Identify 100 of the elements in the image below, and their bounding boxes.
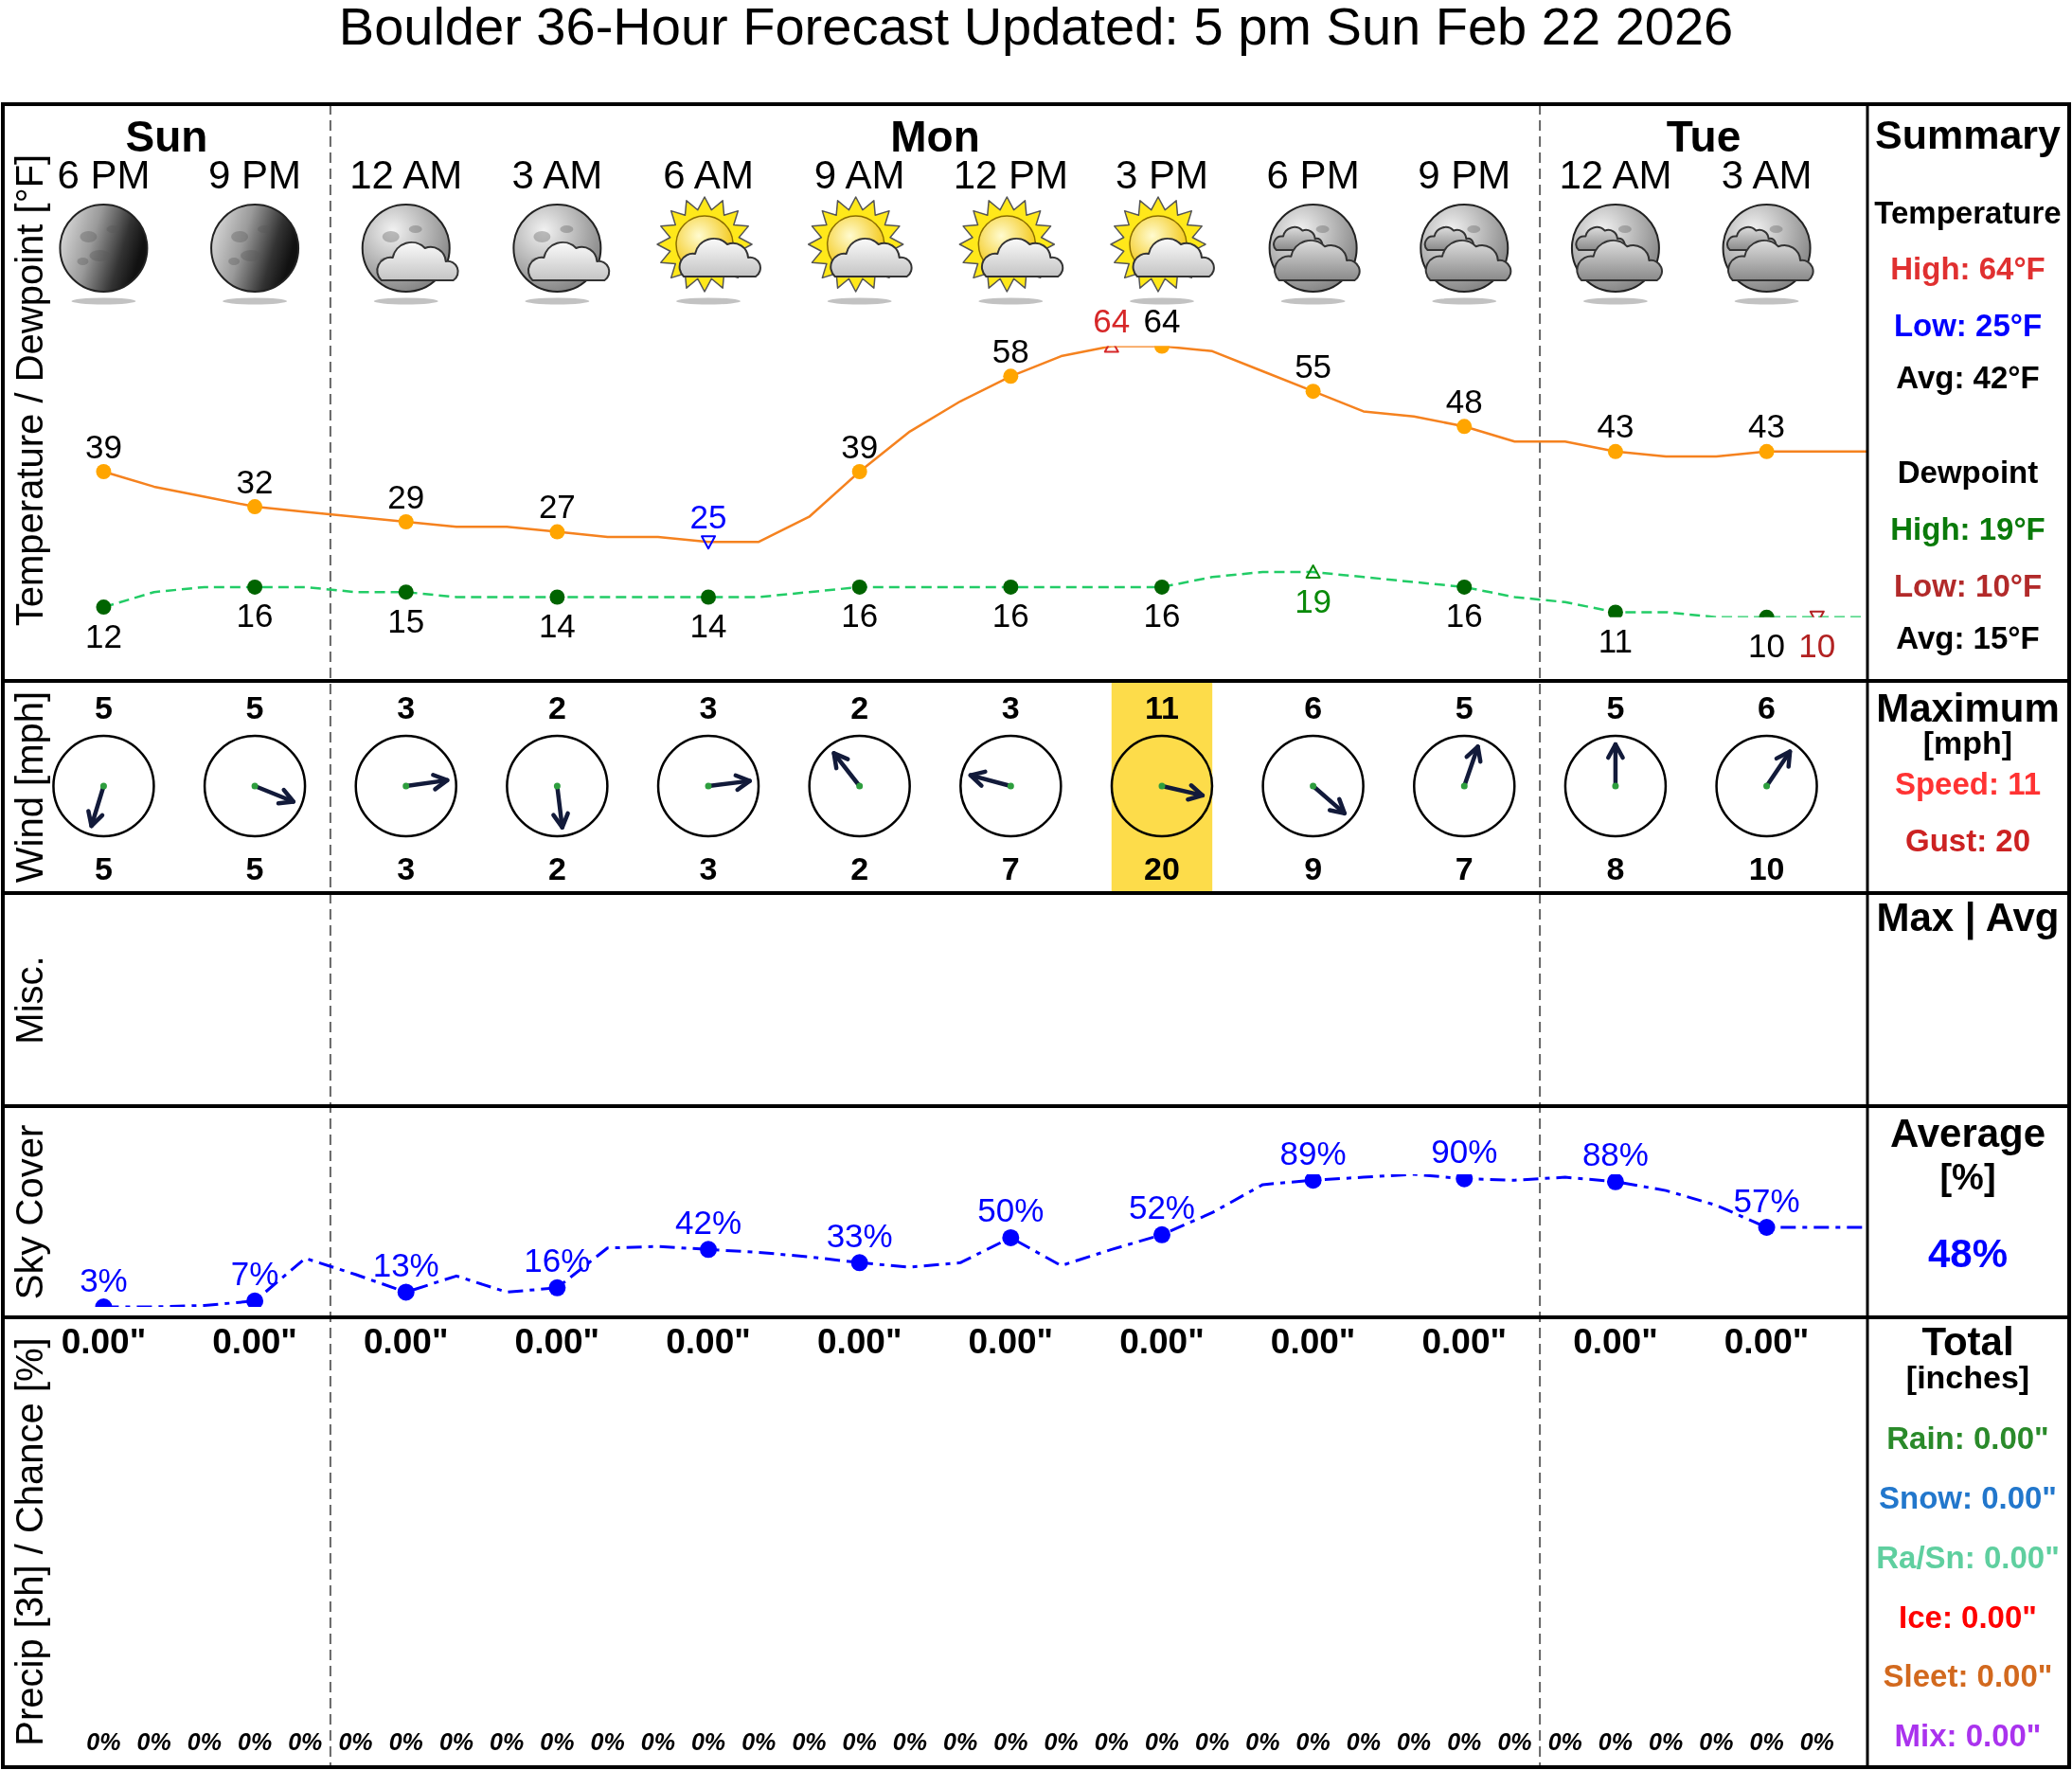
- text: Dewpoint: [1897, 454, 2039, 490]
- text: 0.00": [1421, 1321, 1508, 1361]
- data-label: 33%: [826, 1216, 893, 1254]
- data-label: 16: [991, 597, 1029, 635]
- data-label: 64: [1093, 302, 1131, 339]
- data-label: 39: [84, 427, 122, 465]
- text: Max | Avg: [1876, 894, 2060, 940]
- text: Ice: 0.00": [1899, 1599, 2037, 1635]
- text: 8: [1606, 850, 1625, 886]
- data-label: 39: [841, 427, 879, 465]
- x-tick-label: 9 PM: [1418, 152, 1511, 197]
- text: 0%: [388, 1728, 423, 1755]
- text: Wind [mph]: [9, 690, 50, 884]
- text: 0.00": [968, 1321, 1054, 1361]
- data-label: 10: [1798, 627, 1836, 665]
- text: 0%: [1094, 1728, 1129, 1755]
- text: 0%: [540, 1728, 575, 1755]
- text: 0%: [640, 1728, 675, 1755]
- data-label: 19: [1295, 581, 1332, 619]
- x-tick-label: 3 PM: [1115, 152, 1208, 197]
- text: 2: [547, 689, 566, 725]
- text: Temperature: [1874, 194, 2062, 230]
- text: Avg: 42°F: [1896, 359, 2040, 395]
- text: High: 64°F: [1890, 250, 2045, 286]
- text: 0%: [1447, 1728, 1482, 1755]
- data-label: 55: [1295, 347, 1332, 384]
- data-label: 58: [991, 331, 1029, 369]
- text: 0%: [792, 1728, 827, 1755]
- data-label: 14: [689, 607, 727, 644]
- text: 0%: [1346, 1728, 1381, 1755]
- text: Mix: 0.00": [1894, 1717, 2042, 1753]
- chart-title: Boulder 36-Hour Forecast Updated: 5 pm Sun Feb 22 2026: [338, 0, 1734, 56]
- text: 11: [1145, 689, 1179, 725]
- text: 2: [850, 850, 869, 886]
- text: 3: [699, 850, 718, 886]
- text: 0%: [187, 1728, 222, 1755]
- x-tick-label: 6 PM: [1266, 152, 1360, 197]
- text: 0.00": [212, 1321, 297, 1361]
- text: 9: [1304, 850, 1323, 886]
- text: 5: [245, 689, 264, 725]
- text: Average: [1889, 1110, 2046, 1155]
- text: Avg: 15°F: [1896, 619, 2040, 655]
- data-label: 25: [689, 497, 727, 535]
- text: 0%: [1144, 1728, 1180, 1755]
- text: Rain: 0.00": [1886, 1420, 2049, 1456]
- data-label: 57%: [1733, 1181, 1800, 1219]
- x-tick-label: 3 AM: [511, 152, 603, 197]
- data-label: 89%: [1279, 1134, 1347, 1171]
- data-label: 52%: [1128, 1189, 1195, 1226]
- data-label: 16: [1445, 597, 1483, 635]
- text: 0%: [1649, 1728, 1684, 1755]
- text: 7: [1455, 850, 1474, 886]
- text: 2: [547, 850, 566, 886]
- data-label: 42%: [675, 1203, 742, 1241]
- text: 0%: [1245, 1728, 1280, 1755]
- text: Ra/Sn: 0.00": [1876, 1539, 2060, 1575]
- text: 0.00": [363, 1321, 449, 1361]
- text: 5: [245, 850, 264, 886]
- text: 0%: [1396, 1728, 1432, 1755]
- text: Snow: 0.00": [1878, 1479, 2058, 1515]
- text: 0.00": [61, 1321, 147, 1361]
- text: 0.00": [1573, 1321, 1658, 1361]
- data-label: 10: [1748, 627, 1786, 665]
- text: 0%: [1497, 1728, 1532, 1755]
- text: 0%: [690, 1728, 726, 1755]
- text: 5: [94, 850, 113, 886]
- text: 0%: [1799, 1728, 1834, 1755]
- text: 0%: [338, 1728, 373, 1755]
- data-label: 16: [841, 597, 879, 635]
- data-label: 90%: [1431, 1133, 1498, 1171]
- text: 0.00": [816, 1321, 902, 1361]
- text: 6: [1304, 689, 1323, 725]
- text: 0%: [842, 1728, 877, 1755]
- x-tick-label: 12 AM: [349, 152, 463, 197]
- data-label: 43: [1748, 407, 1786, 445]
- text: 0%: [288, 1728, 323, 1755]
- text: 0%: [438, 1728, 474, 1755]
- text: High: 19°F: [1890, 510, 2045, 546]
- text: 5: [1455, 689, 1474, 725]
- data-label: 7%: [230, 1255, 279, 1293]
- text: 3: [699, 689, 718, 725]
- text: 3: [397, 850, 416, 886]
- text: Misc.: [9, 956, 50, 1045]
- data-label: 14: [538, 607, 576, 644]
- text: 5: [94, 689, 113, 725]
- text: 0%: [1598, 1728, 1633, 1755]
- text: 3: [1001, 689, 1020, 725]
- data-label: 50%: [977, 1191, 1045, 1229]
- text: 0%: [1547, 1728, 1582, 1755]
- text: 0.00": [1270, 1321, 1356, 1361]
- text: 6: [1758, 689, 1777, 725]
- text: Precip [3h] / Chance [%]: [9, 1337, 50, 1746]
- text: 0%: [1195, 1728, 1230, 1755]
- data-label: 11: [1598, 621, 1634, 659]
- text: 3: [397, 689, 416, 725]
- text: 5: [1606, 689, 1625, 725]
- data-label: 88%: [1581, 1135, 1649, 1173]
- data-label: 48: [1445, 382, 1483, 420]
- data-label: 43: [1597, 407, 1634, 445]
- text: Speed: 11: [1894, 765, 2042, 801]
